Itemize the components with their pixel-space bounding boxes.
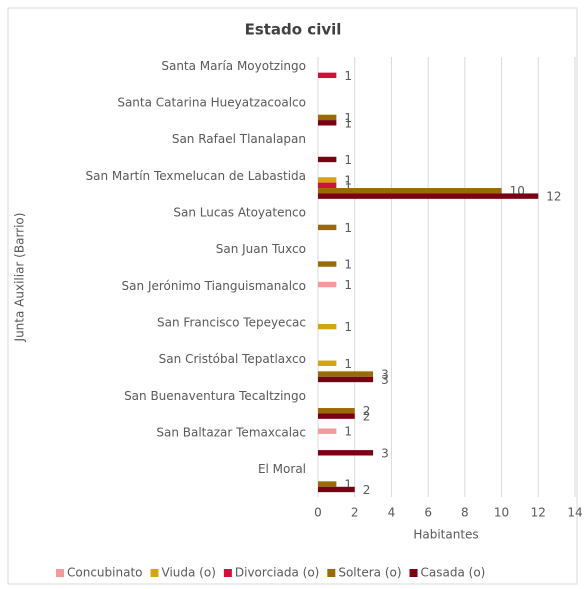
bar [318,371,374,377]
y-axis-title: Junta Auxiliar (Barrio) [13,213,27,343]
bar [318,376,374,383]
y-tick-label: San Juan Tuxco [216,242,306,256]
data-label: 1 [344,111,352,125]
bar [318,408,355,414]
bar [318,120,337,126]
x-tick-label: 12 [531,506,546,520]
legend-label: Casada (o) [421,566,486,580]
legend-label: Divorciada (o) [235,566,319,580]
legend-swatch [150,569,159,577]
legend-label: Concubinato [67,566,143,580]
legend-swatch [223,569,232,577]
data-label: 3 [381,368,389,382]
y-tick-label: San Buenaventura Tecaltzingo [124,389,306,403]
data-label: 1 [344,258,352,272]
bar [318,281,337,288]
y-tick-label: San Francisco Tepeyecac [157,316,306,330]
data-label: 1 [344,320,352,334]
bar [318,428,337,434]
y-tick-label: Santa Catarina Hueyatzacoalco [117,96,306,110]
data-label: 1 [344,116,352,130]
bar [318,481,337,487]
legend-swatch [409,569,418,577]
y-tick-label: San Rafael Tlanalapan [172,132,306,146]
data-label: 2 [363,483,371,497]
bar [318,413,355,419]
x-tick-label: 8 [461,506,469,520]
x-tick-label: 2 [351,506,359,520]
bar [318,486,355,493]
data-label: 1 [344,357,352,371]
y-tick-label: San Jerónimo Tianguismanalco [122,279,306,293]
bar [318,193,539,199]
data-label: 1 [344,179,352,193]
data-label: 1 [344,425,352,439]
x-tick-label: 0 [314,506,322,520]
bar [318,72,337,79]
bar [318,261,337,267]
bar [318,360,337,366]
y-tick-label: San Baltazar Temaxcalac [156,426,306,440]
data-label: 1 [344,478,352,492]
bar [318,450,374,456]
bar [318,224,337,231]
bar [318,323,337,330]
bar [318,182,337,189]
x-tick-label: 6 [424,506,432,520]
data-label: 2 [363,410,371,424]
chart-frame [7,7,578,585]
data-label: 1 [344,69,352,83]
data-label: 3 [381,446,389,460]
data-label: 1 [344,278,352,292]
y-tick-label: San Lucas Atoyatenco [173,206,306,220]
x-tick-label: 4 [388,506,396,520]
bar [318,177,337,183]
x-axis-title: Habitantes [413,528,478,542]
data-label: 2 [363,404,371,418]
data-label: 1 [344,153,352,167]
legend-label: Viuda (o) [162,566,216,580]
bar [318,114,337,121]
data-label: 3 [381,373,389,387]
bar [318,188,502,194]
chart-title: Estado civil [245,21,342,39]
data-label: 1 [344,221,352,235]
data-label: 12 [546,190,561,204]
legend-label: Soltera (o) [338,566,401,580]
y-tick-label: San Martín Texmelucan de Labastida [85,169,306,183]
legend-swatch [327,569,336,577]
y-tick-label: Santa María Moyotzingo [161,59,306,73]
y-tick-label: El Moral [258,462,306,476]
bar [318,156,337,163]
x-tick-label: 10 [494,506,509,520]
legend-swatch [56,569,64,577]
x-tick-label: 14 [567,506,582,520]
y-tick-label: San Cristóbal Tepatlaxco [159,352,306,366]
data-label: 1 [344,173,352,187]
